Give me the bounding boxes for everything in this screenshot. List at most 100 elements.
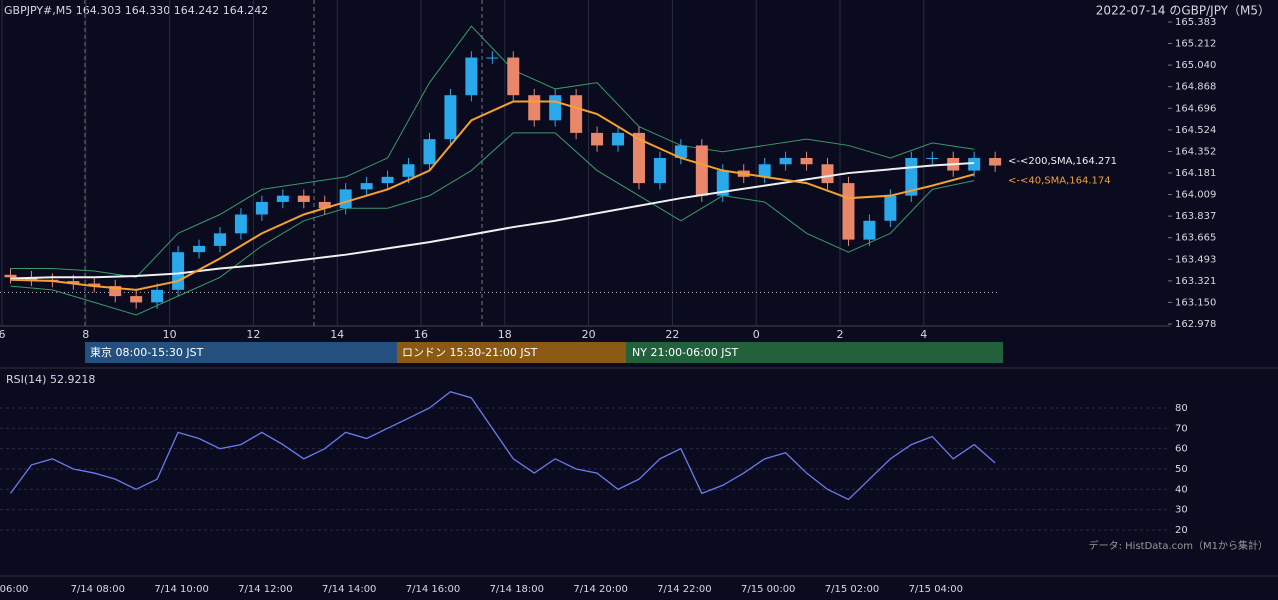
y-tick-label: 165.383 — [1175, 17, 1216, 28]
x-tick-label: 7/14 22:00 — [657, 584, 711, 595]
x-tick-label: 7/14 20:00 — [573, 584, 627, 595]
series-annotation: <-<200,SMA,164.271 — [1008, 156, 1117, 167]
candle-body — [884, 195, 897, 221]
candle-body — [989, 157, 1002, 166]
sma-line — [10, 162, 975, 280]
footer: データ: HistData.com（M1から集計） — [1089, 539, 1268, 552]
x-tick-label: 10 — [163, 328, 177, 341]
x-tick-label: 14 — [330, 328, 344, 341]
chart-title: GBPJPY#,M5 164.303 164.330 164.242 164.2… — [4, 4, 268, 17]
candle-body — [360, 183, 373, 190]
rsi-line — [9, 391, 996, 501]
y-tick-label: 164.696 — [1175, 103, 1216, 114]
x-tick-label: 20 — [582, 328, 596, 341]
candle-body — [842, 183, 855, 240]
y-tick-label: 162.978 — [1175, 319, 1216, 330]
candle-body — [612, 132, 625, 146]
candle-body — [968, 157, 981, 171]
series-annotation: <-<40,SMA,164.174 — [1008, 175, 1111, 186]
y-tick-label: 164.868 — [1175, 82, 1216, 93]
y-tick-label: 164.181 — [1175, 168, 1216, 179]
chart-subtitle: 2022-07-14 のGBP/JPY（M5） — [1096, 4, 1270, 18]
candle-body — [213, 233, 226, 246]
candle-body — [821, 164, 834, 184]
session-band — [85, 342, 397, 363]
x-tick-label: 7/14 14:00 — [322, 584, 376, 595]
candle-body — [695, 145, 708, 196]
candle-body — [88, 283, 101, 287]
y-tick-label: 165.040 — [1175, 60, 1216, 71]
x-tick-label: 7/14 08:00 — [71, 584, 125, 595]
candle-body — [674, 145, 687, 158]
x-tick-label: 7/14 12:00 — [238, 584, 292, 595]
x-tick-label: 18 — [498, 328, 512, 341]
session-label: 東京 08:00-15:30 JST — [90, 345, 204, 359]
x-tick-label: 16 — [414, 328, 428, 341]
y-tick-label: 163.150 — [1175, 297, 1216, 308]
x-tick-label: 22 — [665, 328, 679, 341]
candle-body — [297, 195, 310, 202]
candle-body — [444, 95, 457, 140]
candle-body — [339, 189, 352, 209]
candle-body — [758, 164, 771, 177]
candle-body — [381, 176, 394, 184]
bollinger-lower — [10, 132, 975, 316]
x-tick-label: 7/15 00:00 — [741, 584, 795, 595]
sma-line — [10, 100, 975, 291]
y-tick-label: 163.493 — [1175, 254, 1216, 265]
x-tick-label: 2 — [837, 328, 844, 341]
y-tick-label: 80 — [1175, 403, 1188, 414]
x-tick-label: 4 — [920, 328, 927, 341]
candle-body — [926, 157, 939, 159]
candle-body — [402, 164, 415, 177]
x-tick-label: 7/15 04:00 — [909, 584, 963, 595]
candle-body — [193, 245, 206, 253]
candle-body — [863, 220, 876, 240]
candle-body — [172, 252, 185, 290]
candle-body — [234, 214, 247, 234]
candle-body — [109, 286, 122, 297]
session-label: ロンドン 15:30-21:00 JST — [402, 346, 538, 359]
candle-body — [570, 95, 583, 133]
x-tick-label: 7/14 18:00 — [490, 584, 544, 595]
x-tick-label: 12 — [246, 328, 260, 341]
x-tick-label: 0 — [753, 328, 760, 341]
candle-body — [528, 95, 541, 121]
candle-body — [130, 296, 143, 303]
candle-body — [549, 95, 562, 121]
candle-body — [591, 132, 604, 146]
y-tick-label: 60 — [1175, 444, 1188, 455]
x-tick-label: 7/15 02:00 — [825, 584, 879, 595]
candle-body — [486, 57, 499, 59]
y-tick-label: 164.352 — [1175, 146, 1216, 157]
candle-body — [632, 132, 645, 184]
candle-body — [465, 57, 478, 96]
y-tick-label: 70 — [1175, 423, 1188, 434]
session-band — [397, 342, 626, 363]
candle-body — [4, 274, 17, 278]
y-tick-label: 164.009 — [1175, 190, 1216, 201]
y-tick-label: 30 — [1175, 505, 1188, 516]
candle-body — [67, 281, 80, 284]
y-tick-label: 20 — [1175, 525, 1188, 536]
candle-body — [779, 157, 792, 165]
rsi-label: RSI(14) 52.9218 — [6, 373, 95, 386]
candle-body — [276, 195, 289, 202]
x-tick-label: 6 — [0, 328, 6, 341]
candle-body — [318, 201, 331, 209]
y-tick-label: 165.212 — [1175, 38, 1216, 49]
candle-body — [800, 157, 813, 165]
session-label: NY 21:00-06:00 JST — [632, 346, 739, 359]
bollinger-upper — [10, 25, 975, 278]
y-tick-label: 40 — [1175, 484, 1188, 495]
y-tick-label: 50 — [1175, 464, 1188, 475]
session-band — [626, 342, 1003, 363]
x-tick-label: 7/14 16:00 — [406, 584, 460, 595]
candle-body — [423, 139, 436, 165]
candle-body — [716, 170, 729, 196]
candle-body — [151, 289, 164, 303]
y-tick-label: 163.665 — [1175, 233, 1216, 244]
x-tick-label: 7/14 10:00 — [154, 584, 208, 595]
